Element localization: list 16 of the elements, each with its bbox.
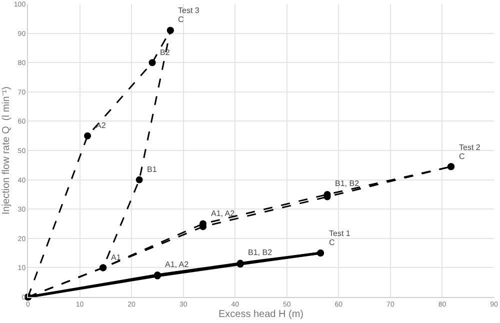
y-axis-title: Injection flow rate Q (l min⁻¹): [0, 86, 12, 215]
annotation: B1: [147, 165, 158, 174]
annotation: B1, B2: [248, 248, 273, 257]
annotation: A1, A2: [211, 209, 236, 218]
annotation: C: [178, 15, 184, 24]
x-axis-title: Excess head H (m): [218, 308, 304, 320]
annotation: B1, B2: [335, 179, 360, 188]
annotation: A2: [96, 121, 106, 130]
annotation: A1, A2: [165, 260, 190, 269]
annotation: Test 3: [178, 6, 200, 15]
annotation: Test 2: [459, 143, 481, 152]
annotation: C: [459, 152, 465, 161]
annotation: B2: [160, 48, 170, 57]
annotation: Test 1: [329, 229, 351, 238]
annotation: A1: [111, 253, 122, 262]
annotation: C: [329, 238, 335, 247]
